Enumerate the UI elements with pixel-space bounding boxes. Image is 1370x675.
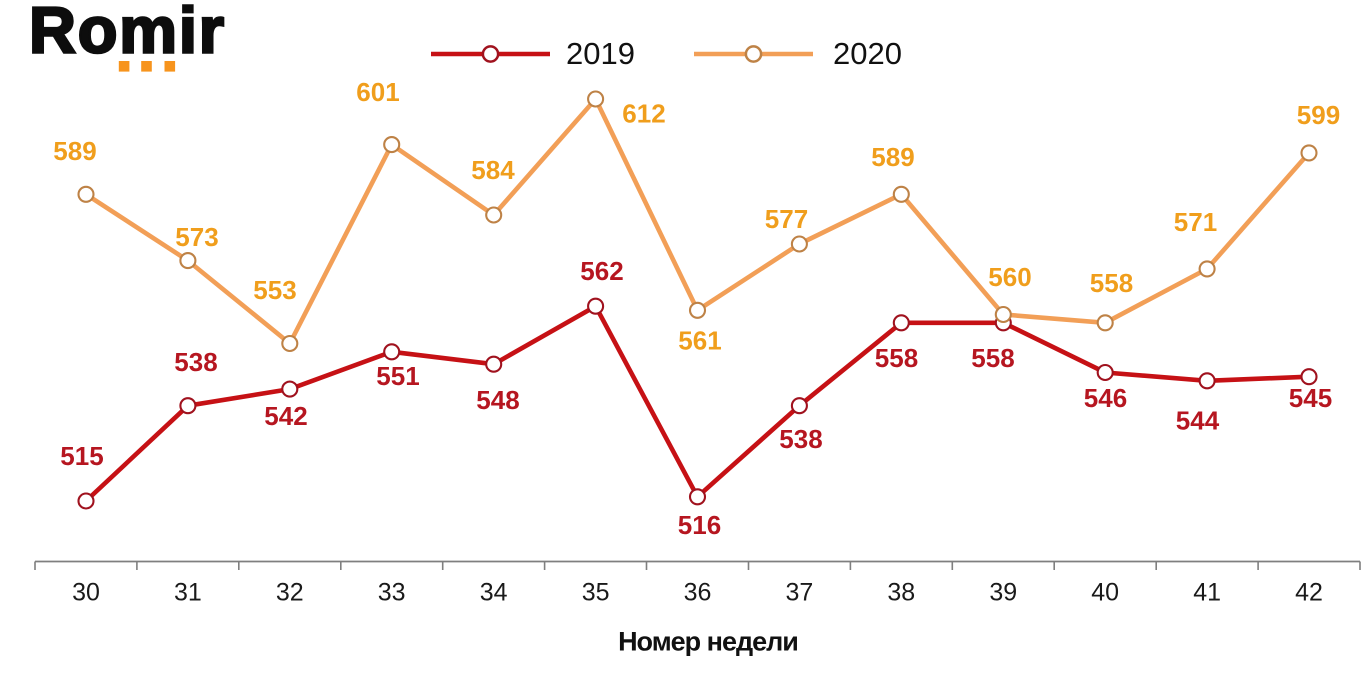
svg-text:2019: 2019 bbox=[566, 36, 635, 71]
svg-text:560: 560 bbox=[988, 262, 1031, 292]
svg-text:538: 538 bbox=[174, 347, 217, 377]
svg-text:558: 558 bbox=[875, 343, 918, 373]
svg-text:562: 562 bbox=[580, 256, 623, 286]
svg-text:39: 39 bbox=[989, 579, 1017, 607]
svg-text:2020: 2020 bbox=[833, 36, 902, 71]
svg-text:33: 33 bbox=[378, 579, 406, 607]
svg-text:545: 545 bbox=[1289, 383, 1332, 413]
svg-text:37: 37 bbox=[785, 579, 813, 607]
svg-text:561: 561 bbox=[678, 326, 721, 356]
svg-text:515: 515 bbox=[60, 441, 103, 471]
svg-text:544: 544 bbox=[1176, 406, 1220, 436]
svg-text:516: 516 bbox=[678, 510, 721, 540]
svg-text:32: 32 bbox=[276, 579, 304, 607]
svg-text:31: 31 bbox=[174, 579, 202, 607]
svg-text:589: 589 bbox=[871, 142, 914, 172]
svg-text:558: 558 bbox=[971, 343, 1014, 373]
svg-text:546: 546 bbox=[1084, 383, 1127, 413]
svg-text:553: 553 bbox=[253, 275, 296, 305]
svg-text:30: 30 bbox=[72, 579, 100, 607]
svg-text:577: 577 bbox=[765, 204, 808, 234]
svg-text:551: 551 bbox=[376, 361, 419, 391]
svg-text:573: 573 bbox=[175, 222, 218, 252]
svg-text:36: 36 bbox=[684, 579, 712, 607]
svg-text:612: 612 bbox=[622, 99, 665, 129]
svg-text:542: 542 bbox=[264, 401, 307, 431]
svg-text:584: 584 bbox=[471, 155, 515, 185]
svg-text:35: 35 bbox=[582, 579, 610, 607]
svg-text:41: 41 bbox=[1193, 579, 1221, 607]
svg-text:589: 589 bbox=[53, 136, 96, 166]
svg-text:601: 601 bbox=[356, 77, 399, 107]
svg-text:Номер недели: Номер недели bbox=[618, 627, 798, 657]
svg-text:599: 599 bbox=[1297, 100, 1340, 130]
svg-text:Romir: Romir bbox=[29, 0, 226, 67]
svg-text:538: 538 bbox=[779, 424, 822, 454]
svg-text:558: 558 bbox=[1090, 268, 1133, 298]
svg-text:571: 571 bbox=[1174, 207, 1217, 237]
svg-text:42: 42 bbox=[1295, 579, 1323, 607]
svg-text:34: 34 bbox=[480, 579, 508, 607]
svg-text:548: 548 bbox=[476, 385, 519, 415]
svg-text:38: 38 bbox=[887, 579, 915, 607]
svg-text:40: 40 bbox=[1091, 579, 1119, 607]
